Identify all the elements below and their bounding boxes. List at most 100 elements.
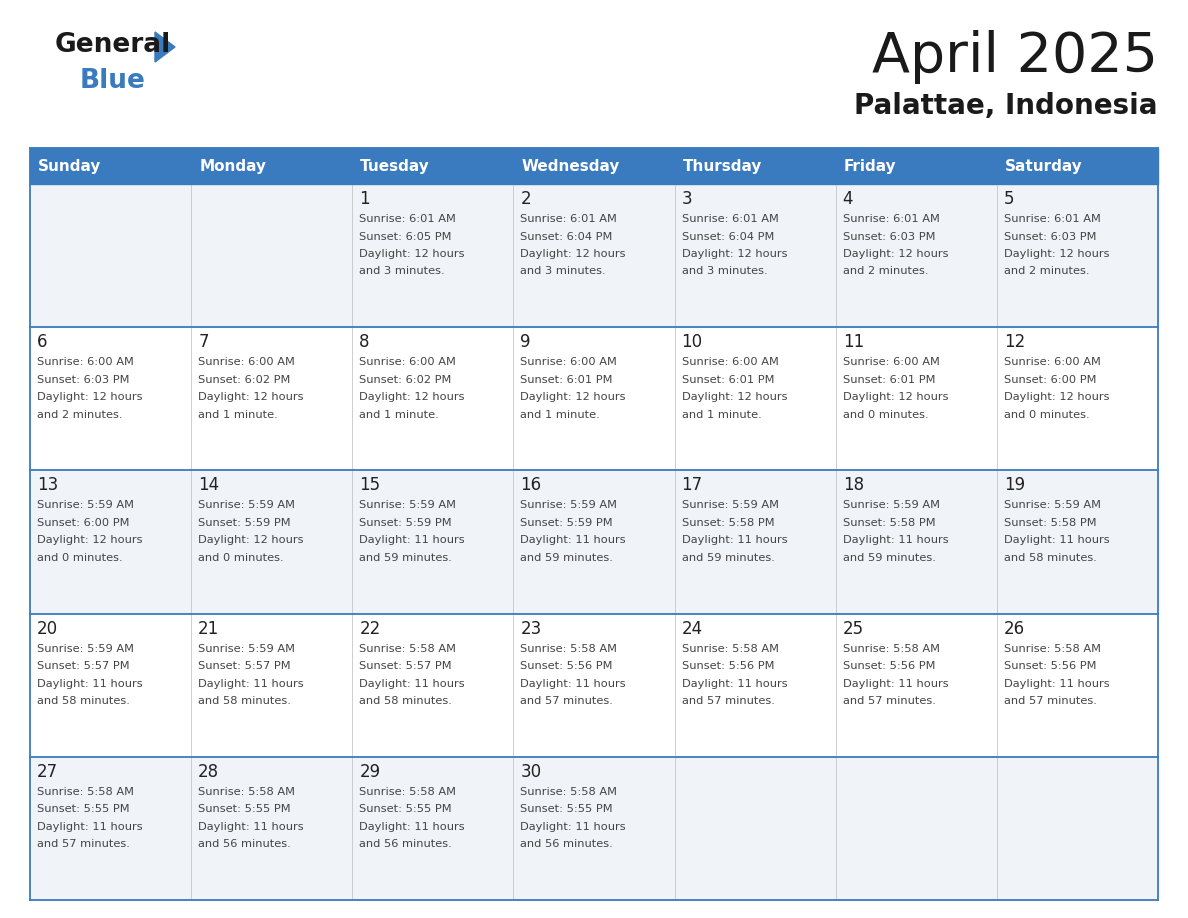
Text: and 0 minutes.: and 0 minutes. bbox=[37, 553, 122, 563]
Text: Sunset: 6:03 PM: Sunset: 6:03 PM bbox=[37, 375, 129, 385]
Text: and 2 minutes.: and 2 minutes. bbox=[842, 266, 928, 276]
Text: 28: 28 bbox=[198, 763, 220, 781]
Text: and 59 minutes.: and 59 minutes. bbox=[359, 553, 453, 563]
Text: Sunset: 6:01 PM: Sunset: 6:01 PM bbox=[842, 375, 935, 385]
Text: Sunrise: 6:00 AM: Sunrise: 6:00 AM bbox=[842, 357, 940, 367]
Text: 27: 27 bbox=[37, 763, 58, 781]
Text: Daylight: 11 hours: Daylight: 11 hours bbox=[520, 822, 626, 832]
Text: Sunrise: 6:01 AM: Sunrise: 6:01 AM bbox=[1004, 214, 1101, 224]
Bar bbox=[30, 470, 1158, 613]
Text: 2: 2 bbox=[520, 190, 531, 208]
Text: and 0 minutes.: and 0 minutes. bbox=[842, 409, 928, 420]
Text: Sunset: 5:59 PM: Sunset: 5:59 PM bbox=[359, 518, 451, 528]
Text: Daylight: 11 hours: Daylight: 11 hours bbox=[359, 678, 465, 688]
Text: 11: 11 bbox=[842, 333, 864, 352]
Text: 8: 8 bbox=[359, 333, 369, 352]
Text: 15: 15 bbox=[359, 476, 380, 495]
Text: Sunset: 5:55 PM: Sunset: 5:55 PM bbox=[37, 804, 129, 814]
Text: Daylight: 12 hours: Daylight: 12 hours bbox=[682, 392, 788, 402]
Text: 29: 29 bbox=[359, 763, 380, 781]
Text: Blue: Blue bbox=[80, 68, 146, 94]
Text: Sunset: 5:58 PM: Sunset: 5:58 PM bbox=[682, 518, 775, 528]
Text: Daylight: 11 hours: Daylight: 11 hours bbox=[359, 822, 465, 832]
Text: Sunset: 6:02 PM: Sunset: 6:02 PM bbox=[198, 375, 291, 385]
Text: Daylight: 12 hours: Daylight: 12 hours bbox=[198, 392, 304, 402]
Text: Daylight: 12 hours: Daylight: 12 hours bbox=[842, 392, 948, 402]
Text: Daylight: 11 hours: Daylight: 11 hours bbox=[1004, 678, 1110, 688]
Text: and 57 minutes.: and 57 minutes. bbox=[842, 696, 936, 706]
Text: Sunset: 6:04 PM: Sunset: 6:04 PM bbox=[682, 231, 773, 241]
Text: Sunset: 6:01 PM: Sunset: 6:01 PM bbox=[682, 375, 775, 385]
Text: 14: 14 bbox=[198, 476, 220, 495]
Text: and 0 minutes.: and 0 minutes. bbox=[198, 553, 284, 563]
Text: Daylight: 12 hours: Daylight: 12 hours bbox=[520, 392, 626, 402]
Text: Daylight: 11 hours: Daylight: 11 hours bbox=[1004, 535, 1110, 545]
Text: 24: 24 bbox=[682, 620, 702, 638]
Text: 16: 16 bbox=[520, 476, 542, 495]
Text: and 57 minutes.: and 57 minutes. bbox=[37, 839, 129, 849]
Text: Sunset: 6:01 PM: Sunset: 6:01 PM bbox=[520, 375, 613, 385]
Text: and 58 minutes.: and 58 minutes. bbox=[37, 696, 129, 706]
Text: and 1 minute.: and 1 minute. bbox=[198, 409, 278, 420]
Text: Daylight: 12 hours: Daylight: 12 hours bbox=[359, 392, 465, 402]
Text: 25: 25 bbox=[842, 620, 864, 638]
Text: 4: 4 bbox=[842, 190, 853, 208]
Text: Daylight: 11 hours: Daylight: 11 hours bbox=[520, 535, 626, 545]
Text: Sunrise: 6:01 AM: Sunrise: 6:01 AM bbox=[682, 214, 778, 224]
Text: Sunrise: 6:01 AM: Sunrise: 6:01 AM bbox=[359, 214, 456, 224]
Text: Daylight: 11 hours: Daylight: 11 hours bbox=[520, 678, 626, 688]
Text: and 56 minutes.: and 56 minutes. bbox=[359, 839, 453, 849]
Bar bbox=[30, 613, 1158, 756]
Bar bbox=[30, 756, 1158, 900]
Text: Daylight: 12 hours: Daylight: 12 hours bbox=[359, 249, 465, 259]
Text: Sunset: 6:03 PM: Sunset: 6:03 PM bbox=[842, 231, 935, 241]
Text: 13: 13 bbox=[37, 476, 58, 495]
Text: and 59 minutes.: and 59 minutes. bbox=[842, 553, 936, 563]
Text: 30: 30 bbox=[520, 763, 542, 781]
Text: Sunrise: 5:59 AM: Sunrise: 5:59 AM bbox=[359, 500, 456, 510]
Text: and 57 minutes.: and 57 minutes. bbox=[1004, 696, 1097, 706]
Text: Daylight: 12 hours: Daylight: 12 hours bbox=[1004, 249, 1110, 259]
Text: Sunset: 5:56 PM: Sunset: 5:56 PM bbox=[520, 661, 613, 671]
Text: Thursday: Thursday bbox=[683, 159, 762, 174]
Bar bbox=[30, 327, 1158, 470]
Text: General: General bbox=[55, 32, 171, 58]
Text: and 59 minutes.: and 59 minutes. bbox=[520, 553, 613, 563]
Text: Sunrise: 5:58 AM: Sunrise: 5:58 AM bbox=[842, 644, 940, 654]
Text: Sunrise: 5:58 AM: Sunrise: 5:58 AM bbox=[682, 644, 778, 654]
Text: Sunrise: 5:59 AM: Sunrise: 5:59 AM bbox=[198, 500, 295, 510]
Text: Sunrise: 5:59 AM: Sunrise: 5:59 AM bbox=[520, 500, 618, 510]
Text: and 58 minutes.: and 58 minutes. bbox=[1004, 553, 1097, 563]
Text: and 57 minutes.: and 57 minutes. bbox=[682, 696, 775, 706]
Text: and 59 minutes.: and 59 minutes. bbox=[682, 553, 775, 563]
Text: and 56 minutes.: and 56 minutes. bbox=[198, 839, 291, 849]
Text: Daylight: 11 hours: Daylight: 11 hours bbox=[37, 678, 143, 688]
Text: Sunset: 5:58 PM: Sunset: 5:58 PM bbox=[842, 518, 935, 528]
Text: Sunrise: 5:59 AM: Sunrise: 5:59 AM bbox=[198, 644, 295, 654]
Text: Sunrise: 5:58 AM: Sunrise: 5:58 AM bbox=[198, 787, 295, 797]
Text: 20: 20 bbox=[37, 620, 58, 638]
Text: Daylight: 12 hours: Daylight: 12 hours bbox=[1004, 392, 1110, 402]
Text: Sunrise: 5:58 AM: Sunrise: 5:58 AM bbox=[359, 644, 456, 654]
Text: Sunset: 5:57 PM: Sunset: 5:57 PM bbox=[37, 661, 129, 671]
Text: Sunrise: 6:00 AM: Sunrise: 6:00 AM bbox=[359, 357, 456, 367]
Text: Sunset: 5:55 PM: Sunset: 5:55 PM bbox=[520, 804, 613, 814]
Text: Sunrise: 6:00 AM: Sunrise: 6:00 AM bbox=[198, 357, 295, 367]
Text: Sunrise: 5:58 AM: Sunrise: 5:58 AM bbox=[520, 787, 618, 797]
Text: 22: 22 bbox=[359, 620, 380, 638]
Text: Saturday: Saturday bbox=[1005, 159, 1082, 174]
Text: Sunset: 6:04 PM: Sunset: 6:04 PM bbox=[520, 231, 613, 241]
Text: Sunset: 5:55 PM: Sunset: 5:55 PM bbox=[359, 804, 451, 814]
Text: Monday: Monday bbox=[200, 159, 266, 174]
Text: 3: 3 bbox=[682, 190, 693, 208]
Text: Friday: Friday bbox=[843, 159, 896, 174]
Text: Sunday: Sunday bbox=[38, 159, 101, 174]
Text: and 3 minutes.: and 3 minutes. bbox=[682, 266, 767, 276]
Text: Daylight: 11 hours: Daylight: 11 hours bbox=[359, 535, 465, 545]
Text: 7: 7 bbox=[198, 333, 209, 352]
Text: 6: 6 bbox=[37, 333, 48, 352]
Text: and 1 minute.: and 1 minute. bbox=[359, 409, 440, 420]
Bar bbox=[30, 184, 1158, 327]
Text: Sunrise: 5:59 AM: Sunrise: 5:59 AM bbox=[37, 500, 134, 510]
Text: Sunrise: 5:59 AM: Sunrise: 5:59 AM bbox=[842, 500, 940, 510]
